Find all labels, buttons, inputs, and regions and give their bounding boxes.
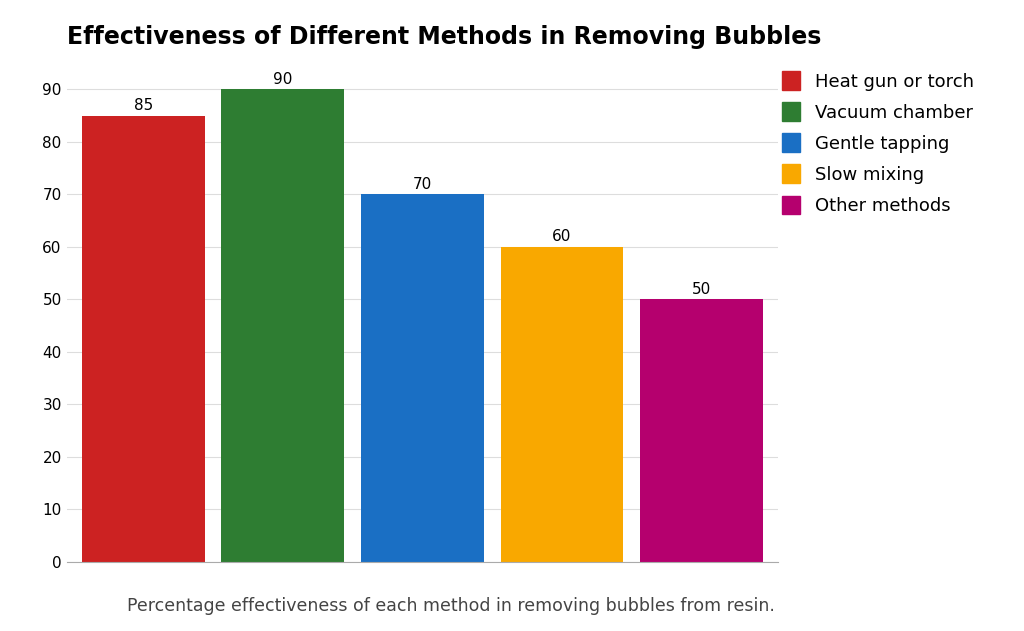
Text: Effectiveness of Different Methods in Removing Bubbles: Effectiveness of Different Methods in Re… bbox=[67, 25, 821, 49]
Text: 85: 85 bbox=[134, 98, 153, 113]
Text: 50: 50 bbox=[692, 281, 711, 297]
Text: Percentage effectiveness of each method in removing bubbles from resin.: Percentage effectiveness of each method … bbox=[127, 597, 774, 615]
Legend: Heat gun or torch, Vacuum chamber, Gentle tapping, Slow mixing, Other methods: Heat gun or torch, Vacuum chamber, Gentl… bbox=[773, 62, 983, 224]
Text: 60: 60 bbox=[552, 229, 571, 244]
Text: 70: 70 bbox=[413, 177, 432, 192]
Bar bbox=[640, 299, 763, 562]
Bar bbox=[221, 90, 344, 562]
Bar bbox=[82, 115, 205, 562]
Bar bbox=[361, 194, 483, 562]
Text: 90: 90 bbox=[273, 72, 293, 86]
Bar bbox=[501, 247, 624, 562]
